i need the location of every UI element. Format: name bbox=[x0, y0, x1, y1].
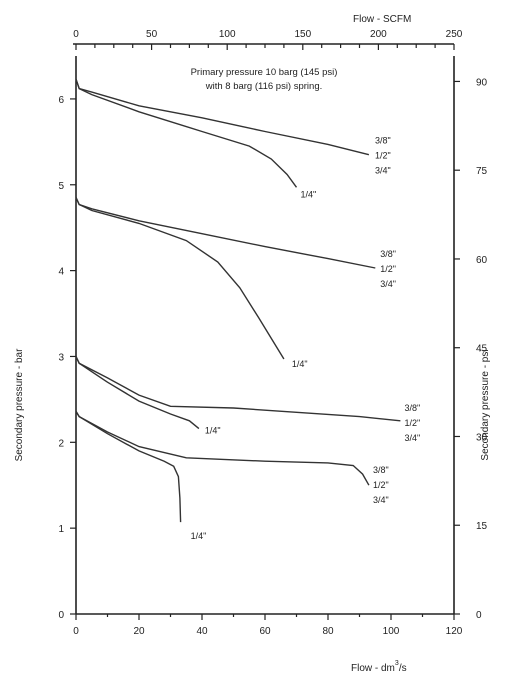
curve-group4-large-port bbox=[75, 411, 370, 486]
right-tick-label: 45 bbox=[476, 344, 488, 355]
curve-group3-quarter-inch bbox=[75, 356, 200, 430]
bottom-axis-title: Flow - dm3/s bbox=[351, 660, 407, 673]
size-labels: 3/8" 1/2" 3/4" 1/4" 3/8" 1/2" 3/4" 1/4" 3/8" 1/2"… bbox=[191, 136, 421, 541]
top-tick-label: 200 bbox=[370, 29, 387, 40]
size-label-group2-quarter: 1/4" bbox=[292, 359, 308, 369]
curves bbox=[75, 78, 401, 523]
curve-group3-large-port bbox=[75, 356, 401, 422]
size-label-group1-line1: 3/8" bbox=[375, 136, 391, 146]
right-tick-label: 90 bbox=[476, 77, 488, 88]
bottom-tick-label: 80 bbox=[322, 626, 334, 637]
curve-group4-quarter-inch bbox=[75, 411, 182, 523]
size-label-group1-quarter: 1/4" bbox=[301, 189, 317, 199]
right-tick-label: 75 bbox=[476, 166, 488, 177]
left-tick-label: 2 bbox=[58, 438, 64, 449]
curve-group1-quarter-inch bbox=[75, 78, 298, 188]
bottom-tick-label: 20 bbox=[133, 626, 145, 637]
bottom-axis-title-tail: /s bbox=[399, 663, 407, 673]
size-label-group2-line3: 3/4" bbox=[380, 279, 396, 289]
top-axis-title: Flow - SCFM bbox=[353, 14, 411, 25]
size-label-group3-line1: 3/8" bbox=[404, 403, 420, 413]
curve-group2-quarter-inch bbox=[75, 197, 285, 360]
right-tick-label: 30 bbox=[476, 432, 488, 443]
right-ticks: 0 15 30 45 60 75 90 bbox=[454, 77, 488, 621]
bottom-axis-title-main: Flow - dm bbox=[351, 663, 395, 673]
left-tick-label: 1 bbox=[58, 524, 64, 535]
top-ticks: 0 50 100 150 200 250 bbox=[73, 29, 463, 50]
size-label-group4-line2: 1/2" bbox=[373, 480, 389, 490]
bottom-tick-label: 100 bbox=[383, 626, 400, 637]
bottom-tick-label: 40 bbox=[196, 626, 208, 637]
size-label-group4-line1: 3/8" bbox=[373, 465, 389, 475]
size-label-group3-quarter: 1/4" bbox=[205, 426, 221, 436]
left-tick-label: 5 bbox=[58, 181, 64, 192]
bottom-axis-title-sup: 3 bbox=[395, 660, 399, 667]
annotation-line-1: Primary pressure 10 barg (145 psi) bbox=[191, 67, 338, 78]
size-label-group3-line2: 1/2" bbox=[404, 418, 420, 428]
top-tick-label: 150 bbox=[294, 29, 311, 40]
left-ticks: 0 1 2 3 4 5 6 bbox=[58, 95, 76, 621]
size-label-group1-line3: 3/4" bbox=[375, 166, 391, 176]
size-label-group4-line3: 3/4" bbox=[373, 495, 389, 505]
left-tick-label: 6 bbox=[58, 95, 64, 106]
left-tick-label: 0 bbox=[58, 610, 64, 621]
left-axis-title: Secondary pressure - bar bbox=[14, 348, 25, 462]
top-tick-label: 50 bbox=[146, 29, 158, 40]
bottom-tick-label: 120 bbox=[446, 626, 463, 637]
top-tick-label: 0 bbox=[73, 29, 79, 40]
bottom-ticks: 0 20 40 60 80 100 120 bbox=[73, 614, 463, 637]
left-tick-label: 4 bbox=[58, 267, 64, 278]
size-label-group4-quarter: 1/4" bbox=[191, 531, 207, 541]
right-tick-label: 15 bbox=[476, 521, 488, 532]
right-axis-title: Secondary pressure - psi bbox=[480, 349, 491, 460]
size-label-group1-line2: 1/2" bbox=[375, 151, 391, 161]
curve-group2-large-port bbox=[75, 197, 376, 269]
top-tick-label: 250 bbox=[446, 29, 463, 40]
size-label-group2-line2: 1/2" bbox=[380, 264, 396, 274]
annotation-line-2: with 8 barg (116 psi) spring. bbox=[205, 81, 323, 92]
right-tick-label: 60 bbox=[476, 255, 488, 266]
bottom-tick-label: 0 bbox=[73, 626, 79, 637]
size-label-group3-line3: 3/4" bbox=[404, 433, 420, 443]
left-tick-label: 3 bbox=[58, 352, 64, 363]
bottom-tick-label: 60 bbox=[259, 626, 271, 637]
top-tick-label: 100 bbox=[219, 29, 236, 40]
size-label-group2-line1: 3/8" bbox=[380, 249, 396, 259]
right-tick-label: 0 bbox=[476, 610, 482, 621]
